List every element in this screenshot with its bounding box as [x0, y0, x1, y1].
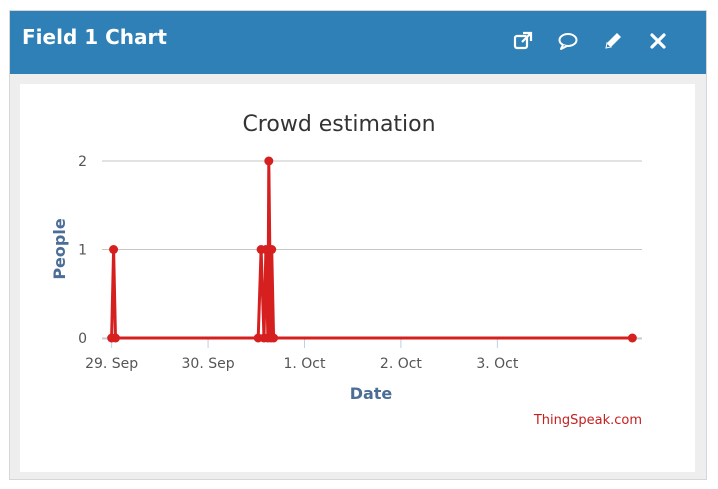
data-point[interactable] [109, 245, 119, 254]
y-axis-label: People [50, 218, 69, 280]
chart-card: Crowd estimation 0 1 2 29. Sep 30. Sep 1. Oc… [20, 84, 695, 472]
edit-button[interactable] [590, 28, 635, 54]
grid-lines [102, 160, 642, 340]
comment-icon [558, 33, 577, 50]
x-tick-label: 3. Oct [476, 356, 519, 372]
comment-button[interactable] [545, 28, 590, 54]
data-point[interactable] [267, 245, 277, 254]
open-external-button[interactable] [500, 28, 545, 54]
chart-title: Crowd estimation [242, 112, 435, 137]
close-icon [649, 33, 666, 49]
x-tick-label: 2. Oct [380, 356, 423, 372]
x-axis-label: Date [350, 384, 393, 403]
chart-svg: Crowd estimation 0 1 2 29. Sep 30. Sep 1. Oc… [50, 112, 642, 428]
x-tick-label: 29. Sep [85, 356, 138, 372]
edit-pencil-icon [604, 33, 621, 49]
close-button[interactable] [635, 28, 680, 54]
data-point[interactable] [111, 333, 120, 343]
y-tick-label: 0 [78, 331, 87, 347]
data-point[interactable] [627, 333, 637, 343]
x-axis-ticks: 29. Sep 30. Sep 1. Oct 2. Oct 3. Oct [85, 339, 519, 372]
widget-title: Field 1 Chart [22, 25, 167, 49]
x-tick-label: 30. Sep [182, 356, 235, 372]
y-tick-label: 2 [78, 154, 87, 170]
series-group [107, 156, 637, 343]
widget-toolbar [500, 28, 680, 54]
data-point[interactable] [264, 156, 274, 166]
x-tick-label: 1. Oct [283, 356, 326, 372]
y-tick-label: 1 [78, 243, 87, 259]
credit-link[interactable]: ThingSpeak.com [533, 413, 642, 428]
data-point[interactable] [269, 333, 279, 343]
open-external-icon [513, 31, 532, 50]
chart-widget: Field 1 Chart [9, 10, 707, 480]
y-axis-ticks: 0 1 2 [78, 154, 87, 347]
widget-header: Field 1 Chart [10, 11, 706, 74]
